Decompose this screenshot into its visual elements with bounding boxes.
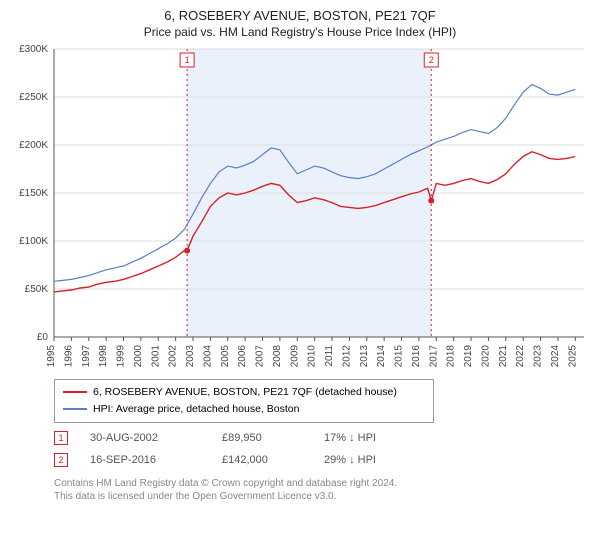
svg-text:£300K: £300K <box>19 44 48 55</box>
svg-text:2004: 2004 <box>202 345 213 368</box>
chart-area: £0 £50K £100K £150K £200K £250K £300K 1995 1996 1… <box>10 43 590 373</box>
legend-label: HPI: Average price, detached house, Bost… <box>93 401 299 418</box>
svg-text:2002: 2002 <box>168 345 179 368</box>
legend-row: HPI: Average price, detached house, Bost… <box>63 401 425 418</box>
svg-text:2: 2 <box>429 55 434 65</box>
svg-text:2017: 2017 <box>428 345 439 368</box>
svg-text:2007: 2007 <box>255 345 266 368</box>
footer-line: This data is licensed under the Open Gov… <box>54 490 590 504</box>
svg-text:£150K: £150K <box>19 188 48 199</box>
chart-container: 6, ROSEBERY AVENUE, BOSTON, PE21 7QF Pri… <box>0 0 600 560</box>
svg-text:2014: 2014 <box>376 345 387 368</box>
marker-pct: 17% ↓ HPI <box>324 432 434 444</box>
legend-box: 6, ROSEBERY AVENUE, BOSTON, PE21 7QF (de… <box>54 379 434 423</box>
svg-text:£200K: £200K <box>19 140 48 151</box>
svg-text:2008: 2008 <box>272 345 283 368</box>
svg-text:2000: 2000 <box>133 345 144 368</box>
marker-pct: 29% ↓ HPI <box>324 454 434 466</box>
legend-swatch <box>63 391 87 393</box>
svg-text:2022: 2022 <box>515 345 526 368</box>
marker-row: 2 16-SEP-2016 £142,000 29% ↓ HPI <box>54 449 590 471</box>
svg-text:2012: 2012 <box>341 345 352 368</box>
svg-text:2021: 2021 <box>498 345 509 368</box>
footer: Contains HM Land Registry data © Crown c… <box>54 477 590 504</box>
marker-price: £142,000 <box>222 454 302 466</box>
svg-text:2019: 2019 <box>463 345 474 368</box>
page-subtitle: Price paid vs. HM Land Registry's House … <box>10 25 590 39</box>
svg-text:2018: 2018 <box>446 345 457 368</box>
svg-text:2013: 2013 <box>359 345 370 368</box>
svg-text:2020: 2020 <box>480 345 491 368</box>
marker-date: 30-AUG-2002 <box>90 432 200 444</box>
svg-text:2015: 2015 <box>394 345 405 368</box>
svg-text:2023: 2023 <box>533 345 544 368</box>
marker-badge: 2 <box>54 453 68 467</box>
svg-text:2010: 2010 <box>307 345 318 368</box>
chart-svg: £0 £50K £100K £150K £200K £250K £300K 1995 1996 1… <box>10 43 590 373</box>
marker-date: 16-SEP-2016 <box>90 454 200 466</box>
legend-row: 6, ROSEBERY AVENUE, BOSTON, PE21 7QF (de… <box>63 384 425 401</box>
svg-text:2006: 2006 <box>237 345 248 368</box>
svg-text:2009: 2009 <box>289 345 300 368</box>
svg-text:1998: 1998 <box>98 345 109 368</box>
legend-swatch <box>63 408 87 410</box>
svg-text:£50K: £50K <box>25 284 49 295</box>
svg-text:2001: 2001 <box>150 345 161 368</box>
marker-badge: 1 <box>54 431 68 445</box>
svg-text:£0: £0 <box>37 332 49 343</box>
svg-text:2011: 2011 <box>324 345 335 367</box>
svg-text:2024: 2024 <box>550 345 561 368</box>
footer-line: Contains HM Land Registry data © Crown c… <box>54 477 590 491</box>
svg-text:2003: 2003 <box>185 345 196 368</box>
marker-table: 1 30-AUG-2002 £89,950 17% ↓ HPI 2 16-SEP… <box>54 427 590 471</box>
svg-text:£100K: £100K <box>19 236 48 247</box>
legend-label: 6, ROSEBERY AVENUE, BOSTON, PE21 7QF (de… <box>93 384 397 401</box>
svg-text:1999: 1999 <box>116 345 127 368</box>
marker-price: £89,950 <box>222 432 302 444</box>
svg-text:1: 1 <box>185 55 190 65</box>
svg-text:1995: 1995 <box>46 345 57 368</box>
marker-row: 1 30-AUG-2002 £89,950 17% ↓ HPI <box>54 427 590 449</box>
svg-text:1996: 1996 <box>63 345 74 368</box>
svg-text:2016: 2016 <box>411 345 422 368</box>
page-title: 6, ROSEBERY AVENUE, BOSTON, PE21 7QF <box>10 8 590 23</box>
svg-text:£250K: £250K <box>19 92 48 103</box>
svg-text:2025: 2025 <box>567 345 578 368</box>
svg-text:2005: 2005 <box>220 345 231 368</box>
svg-text:1997: 1997 <box>81 345 92 368</box>
